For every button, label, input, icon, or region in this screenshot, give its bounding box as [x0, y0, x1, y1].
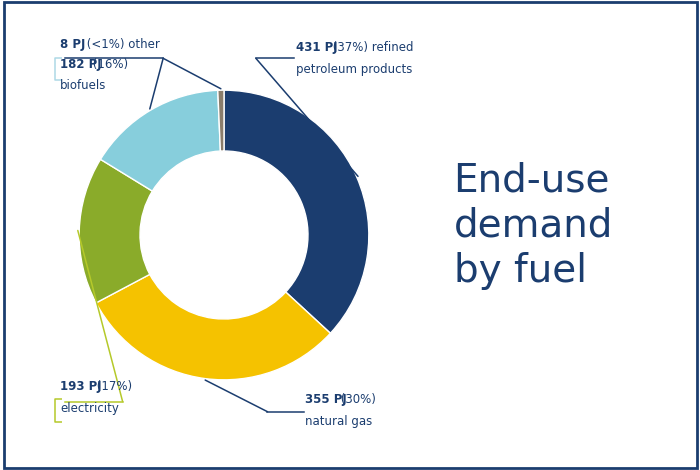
Text: (16%): (16%) [89, 58, 127, 71]
Wedge shape [79, 159, 153, 303]
Text: 193 PJ: 193 PJ [60, 380, 102, 393]
Text: (17%): (17%) [93, 380, 132, 393]
Text: (30%): (30%) [337, 393, 376, 406]
Text: 355 PJ: 355 PJ [305, 393, 347, 406]
Text: End-use
demand
by fuel: End-use demand by fuel [454, 161, 613, 290]
Wedge shape [101, 90, 220, 191]
Wedge shape [224, 90, 369, 333]
Text: 431 PJ: 431 PJ [296, 41, 338, 54]
Text: petroleum products: petroleum products [296, 63, 413, 76]
Text: 8 PJ: 8 PJ [60, 38, 85, 51]
Wedge shape [96, 274, 330, 380]
Wedge shape [218, 90, 224, 151]
Text: (<1%) other: (<1%) other [83, 38, 160, 51]
Text: biofuels: biofuels [60, 78, 106, 92]
Text: natural gas: natural gas [305, 415, 372, 428]
Text: (37%) refined: (37%) refined [329, 41, 414, 54]
Text: 182 PJ: 182 PJ [60, 58, 102, 71]
Text: electricity: electricity [60, 401, 119, 415]
